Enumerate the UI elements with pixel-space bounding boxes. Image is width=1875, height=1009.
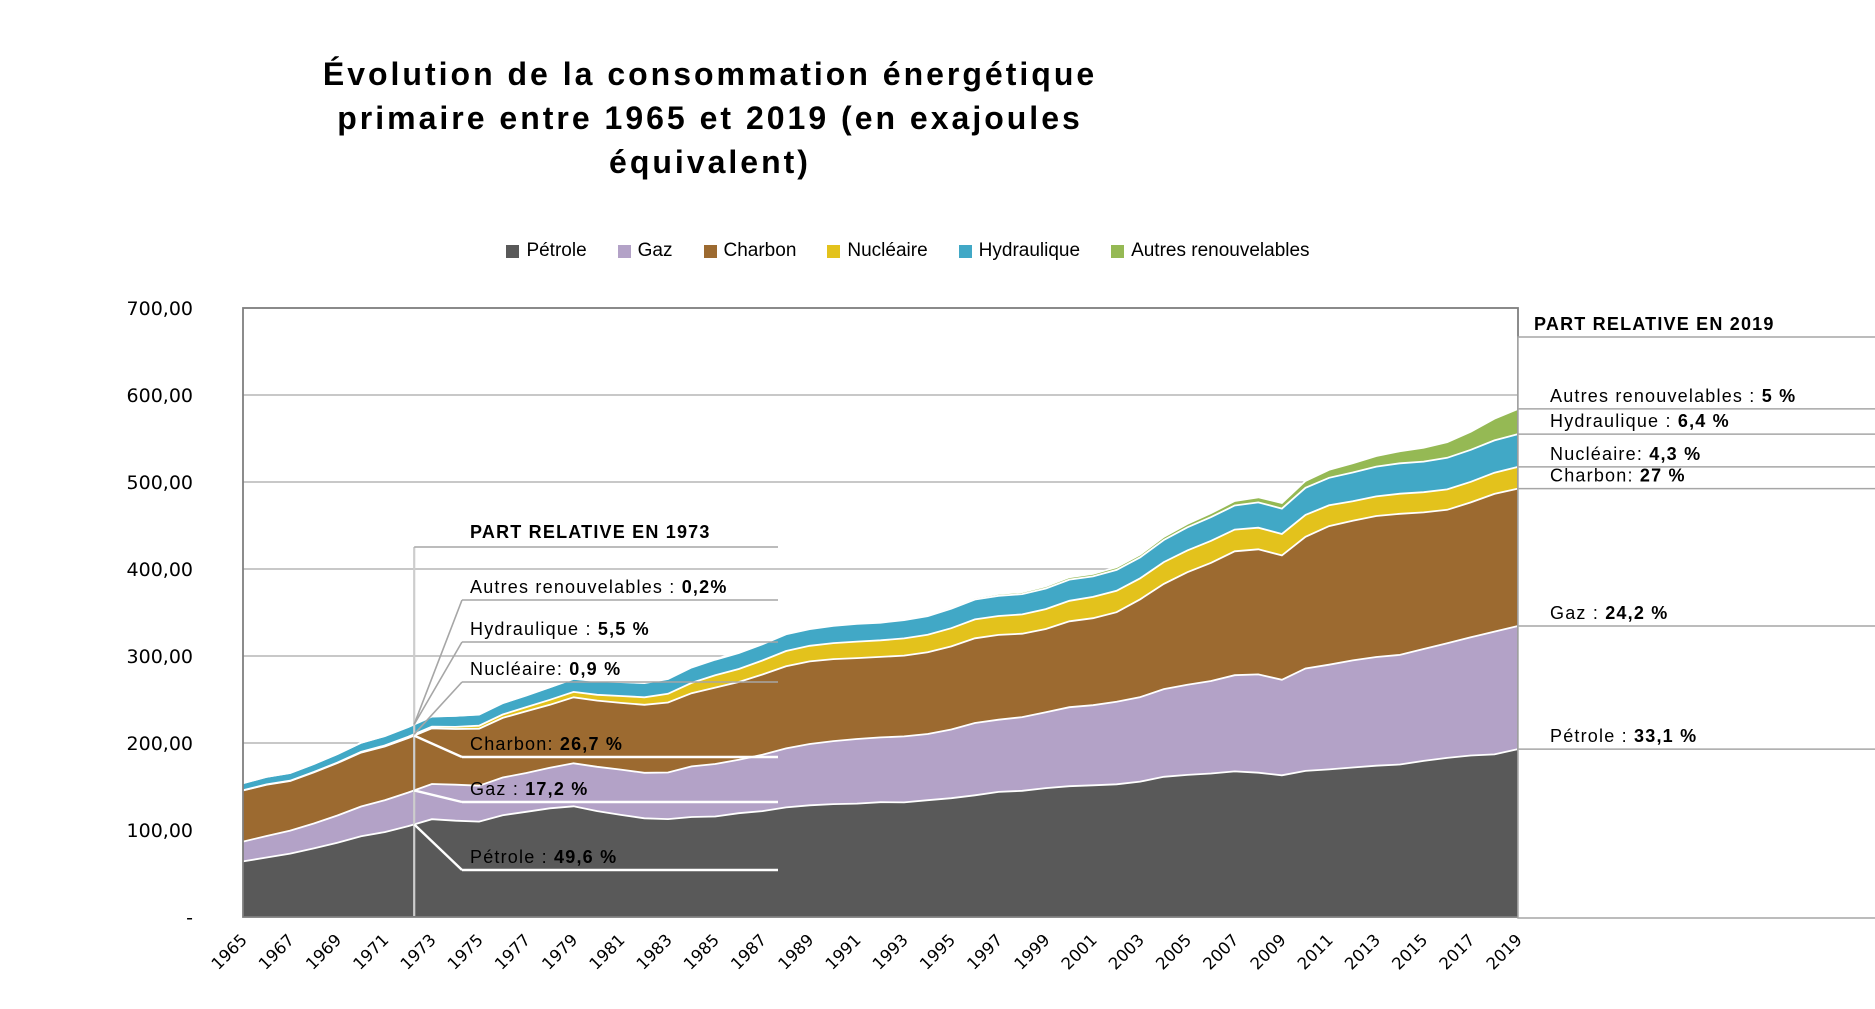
- x-tick-label-2015: 2015: [1388, 930, 1431, 973]
- x-tick-label-1991: 1991: [822, 930, 865, 973]
- part-1973-title: PART RELATIVE EN 1973: [470, 522, 711, 542]
- area-petrole: [243, 749, 1518, 917]
- y-tick-label-700: 700,00: [127, 298, 193, 320]
- x-tick-label-2003: 2003: [1105, 930, 1148, 973]
- y-tick-label-100: 100,00: [127, 820, 193, 842]
- chart-title-line-2: primaire entre 1965 et 2019 (en exajoule…: [337, 100, 1083, 136]
- x-tick-label-1979: 1979: [538, 930, 581, 973]
- legend-item-petrole[interactable]: Pétrole: [506, 240, 587, 262]
- annotation-charbon: Charbon: 26,7 %: [470, 734, 623, 754]
- x-tick-label-1965: 1965: [208, 930, 251, 973]
- annotation-hydraulique: Hydraulique : 6,4 %: [1550, 411, 1730, 431]
- band-edge-petrole: [242, 748, 1519, 863]
- band-edge-charbon: [242, 487, 1519, 792]
- y-tick-label-600: 600,00: [127, 385, 193, 407]
- band-edge-gaz: [242, 625, 1519, 843]
- annotation-charbon: Charbon: 27 %: [1550, 466, 1686, 486]
- annotation-autres: Autres renouvelables : 0,2%: [470, 577, 728, 597]
- x-tick-label-2019: 2019: [1483, 930, 1526, 973]
- y-tick-label-400: 400,00: [127, 559, 193, 581]
- legend-item-nucleaire[interactable]: Nucléaire: [827, 240, 928, 262]
- y-tick-label-200: 200,00: [127, 733, 193, 755]
- legend-label-gaz: Gaz: [637, 240, 673, 261]
- legend-swatch-gaz: [617, 244, 631, 258]
- annotation-gaz: Gaz : 17,2 %: [470, 779, 588, 799]
- y-tick-label-300: 300,00: [127, 646, 193, 668]
- x-tick-label-1987: 1987: [727, 930, 770, 973]
- legend-item-charbon[interactable]: Charbon: [703, 240, 797, 262]
- legend-item-gaz[interactable]: Gaz: [617, 240, 673, 262]
- x-tick-label-1977: 1977: [491, 930, 534, 973]
- y-tick-label-500: 500,00: [127, 472, 193, 494]
- x-tick-label-1983: 1983: [633, 930, 676, 973]
- annotation-nucleaire: Nucléaire: 0,9 %: [470, 659, 621, 679]
- legend-swatch-petrole: [506, 244, 520, 258]
- x-tick-label-1999: 1999: [1010, 930, 1053, 973]
- leader-1973-hydraulique: [413, 641, 463, 725]
- legend-swatch-autres: [1111, 244, 1125, 258]
- x-tick-label-1975: 1975: [444, 930, 487, 973]
- chart-title: Évolution de la consommation énergétique…: [180, 52, 1240, 184]
- legend-label-autres: Autres renouvelables: [1131, 240, 1310, 261]
- leader-1973-petrole: [413, 823, 463, 871]
- y-tick-label-0: -: [186, 907, 193, 929]
- x-tick-label-1969: 1969: [302, 930, 345, 973]
- legend-label-charbon: Charbon: [723, 240, 797, 261]
- legend-swatch-hydraulique: [958, 244, 972, 258]
- leader-1973-charbon: [413, 734, 463, 759]
- legend: Pétrole Gaz Charbon Nucléaire Hydraulique Aut…: [243, 240, 1573, 262]
- annotation-petrole: Pétrole : 33,1 %: [1550, 726, 1697, 746]
- leader-1973-gaz: [413, 789, 463, 804]
- x-tick-label-1993: 1993: [869, 930, 912, 973]
- x-tick-label-1967: 1967: [255, 930, 298, 973]
- legend-swatch-nucleaire: [827, 244, 841, 258]
- legend-label-hydraulique: Hydraulique: [978, 240, 1081, 261]
- x-tick-label-1981: 1981: [585, 930, 628, 973]
- band-edge-autres: [242, 408, 1519, 784]
- annotation-gaz: Gaz : 24,2 %: [1550, 603, 1668, 623]
- legend-label-nucleaire: Nucléaire: [847, 240, 928, 261]
- annotation-autres: Autres renouvelables : 5 %: [1550, 386, 1796, 406]
- x-tick-label-2005: 2005: [1152, 930, 1195, 973]
- annotation-petrole: Pétrole : 49,6 %: [470, 847, 617, 867]
- x-tick-label-1985: 1985: [680, 930, 723, 973]
- x-tick-label-2009: 2009: [1247, 930, 1290, 973]
- leader-1973-autres: [413, 599, 463, 725]
- band-edge-nucleaire: [242, 466, 1519, 792]
- x-tick-label-2017: 2017: [1435, 930, 1478, 973]
- part-2019-title: PART RELATIVE EN 2019: [1534, 314, 1775, 334]
- chart-title-line-3: équivalent): [609, 144, 811, 180]
- chart-title-line-1: Évolution de la consommation énergétique: [322, 56, 1098, 92]
- leader-1973-nucleaire: [413, 681, 463, 735]
- x-tick-label-2007: 2007: [1199, 930, 1242, 973]
- x-tick-label-1995: 1995: [916, 930, 959, 973]
- legend-label-petrole: Pétrole: [526, 240, 587, 261]
- x-tick-label-1997: 1997: [963, 930, 1006, 973]
- legend-item-hydraulique[interactable]: Hydraulique: [958, 240, 1081, 262]
- part-relative-1973: PART RELATIVE EN 1973 Autres renouvelable…: [413, 522, 778, 916]
- x-tick-label-2013: 2013: [1341, 930, 1384, 973]
- area-charbon: [243, 488, 1518, 842]
- x-tick-label-1989: 1989: [774, 930, 817, 973]
- annotation-hydraulique: Hydraulique : 5,5 %: [470, 619, 650, 639]
- legend-swatch-charbon: [703, 244, 717, 258]
- x-tick-label-2001: 2001: [1058, 930, 1101, 973]
- part-relative-2019: PART RELATIVE EN 2019 Autres renouvelable…: [1517, 314, 1875, 919]
- annotation-nucleaire: Nucléaire: 4,3 %: [1550, 444, 1701, 464]
- x-tick-label-1971: 1971: [349, 930, 392, 973]
- legend-item-autres[interactable]: Autres renouvelables: [1111, 240, 1310, 262]
- x-tick-label-2011: 2011: [1294, 930, 1337, 973]
- area-nucleaire: [243, 466, 1518, 791]
- x-tick-label-1973: 1973: [397, 930, 440, 973]
